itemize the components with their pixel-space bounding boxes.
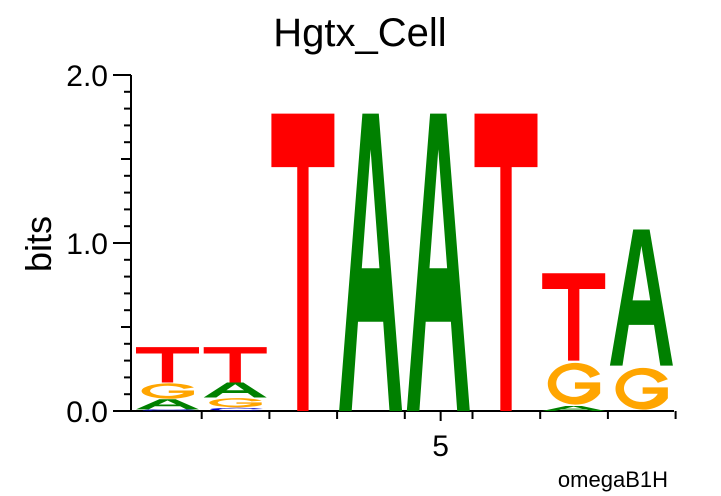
letter-T-pos-7 [542,273,606,361]
y-tick-label: 0.0 [66,396,108,429]
letter-C-pos-1 [142,409,196,411]
letter-T-pos-6 [474,113,538,411]
letter-stacks [136,113,673,411]
letter-G-pos-1 [141,383,194,399]
letter-T-pos-1 [136,347,199,383]
letter-T-pos-2 [203,347,267,383]
letter-A-pos-7 [542,405,606,411]
letter-A-pos-2 [203,382,267,398]
y-axis-label: bits [18,216,59,272]
chart-title: Hgtx_Cell [273,11,446,55]
letter-G-pos-7 [547,362,601,405]
y-tick-label: 1.0 [66,228,108,261]
letter-A-pos-5 [406,113,470,411]
letter-G-pos-8 [615,367,668,410]
letter-C-pos-2 [210,407,263,411]
letter-G-pos-2 [209,398,262,408]
x-axis: 5 [131,410,677,463]
x-tick-label: 5 [432,430,449,463]
y-axis: 0.0 1.0 2.0 [66,60,132,429]
y-tick-label: 2.0 [66,60,108,93]
footer-label: omegaB1H [558,467,668,492]
letter-A-pos-1 [136,399,199,410]
letter-A-pos-8 [609,229,673,366]
letter-T-pos-3 [271,113,335,411]
letter-A-pos-4 [339,113,403,411]
